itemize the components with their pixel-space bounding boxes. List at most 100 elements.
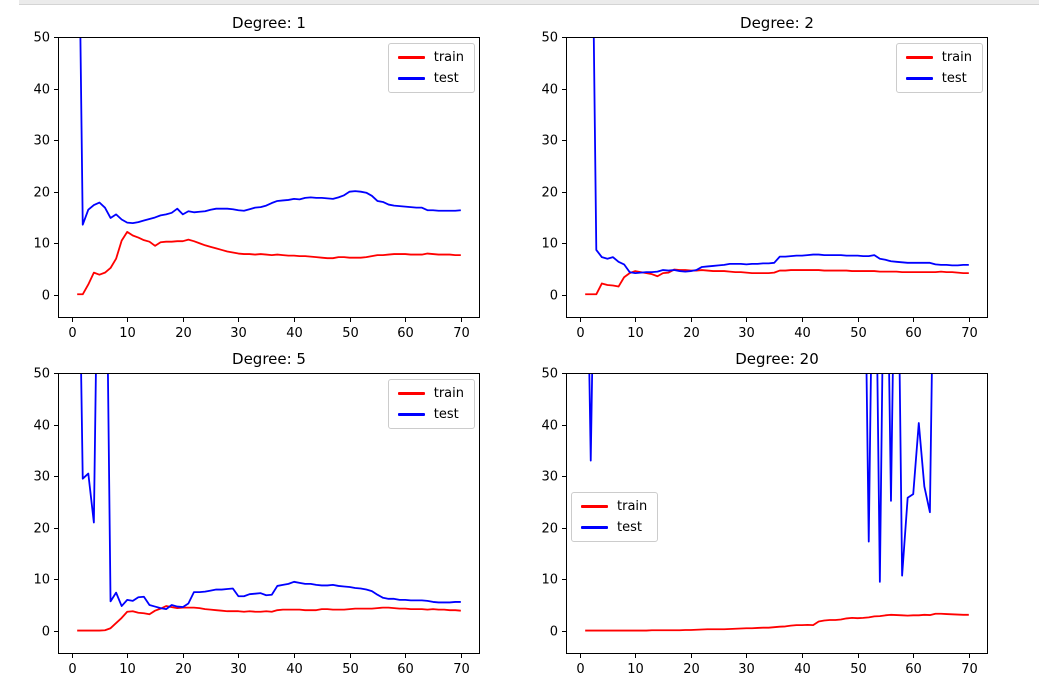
legend-entry-train: train [581,498,647,515]
y-tick-label: 20 [541,186,558,201]
x-tick-label: 70 [961,326,978,341]
x-tick-label: 10 [119,662,136,677]
x-tick-label: 50 [342,326,359,341]
legend-label-train: train [433,386,464,401]
y-tick-label: 0 [550,625,558,640]
subplot-degree-1: Degree: 1 0 10 20 30 40 50 60 70 0 10 20 30 40 50 tra… [13,10,493,346]
x-tick-label: 10 [627,326,644,341]
x-tick-label: 20 [175,326,192,341]
x-tick-label: 20 [683,662,700,677]
x-tick-label: 20 [175,662,192,677]
legend-label-test: test [433,71,459,86]
legend-label-test: test [941,71,967,86]
x-tick-label: 20 [683,326,700,341]
train-line-swatch [581,505,608,508]
axes-frame [566,37,988,318]
x-tick-label: 10 [119,326,136,341]
legend-entry-test: test [905,70,972,87]
y-tick-label: 50 [541,31,558,46]
test-line [79,37,461,226]
y-tick-label: 30 [541,470,558,485]
x-tick-label: 30 [738,662,755,677]
x-tick-label: 60 [397,326,414,341]
y-tick-label: 0 [42,289,50,304]
x-tick-label: 0 [576,662,584,677]
x-tick-label: 0 [68,326,76,341]
legend-entry-train: train [397,49,464,66]
x-tick-label: 0 [576,326,584,341]
x-tick-label: 50 [850,326,867,341]
axes-frame [58,37,480,318]
x-tick-label: 50 [342,662,359,677]
x-tick-label: 70 [453,662,470,677]
horizontal-scrollbar-strip[interactable] [19,0,1039,5]
y-tick-label: 0 [550,289,558,304]
y-tick-label: 50 [33,367,50,382]
x-tick-label: 30 [230,326,247,341]
x-tick-label: 60 [905,662,922,677]
x-tick-label: 70 [453,326,470,341]
y-tick-label: 10 [33,573,50,588]
legend-entry-train: train [905,49,972,66]
y-tick-label: 50 [541,367,558,382]
plot-title: Degree: 20 [735,350,819,368]
y-tick-label: 20 [33,522,50,537]
test-line-swatch [905,77,933,80]
x-tick-label: 60 [397,662,414,677]
x-tick-label: 10 [627,662,644,677]
legend: train test [387,43,475,93]
test-line [80,373,461,611]
y-tick-label: 20 [33,186,50,201]
legend-label-train: train [433,50,464,65]
legend-entry-test: test [397,70,464,87]
train-line [585,612,969,632]
x-tick-label: 70 [961,662,978,677]
legend-label-test: test [617,520,642,535]
legend: train test [387,379,475,429]
x-axis-ticks [580,654,970,658]
subplot-degree-5: Degree: 5 0 10 20 30 40 50 60 70 0 10 20 30 40 50 tra… [13,346,493,682]
x-tick-label: 40 [794,326,811,341]
y-tick-label: 10 [33,237,50,252]
x-axis-ticks [580,318,970,322]
y-tick-label: 0 [42,625,50,640]
x-tick-label: 50 [850,662,867,677]
y-tick-label: 10 [541,573,558,588]
train-line-swatch [905,56,933,59]
legend: train test [895,43,983,93]
legend: train test [571,492,659,542]
x-tick-label: 60 [905,326,922,341]
train-line-swatch [397,56,425,59]
y-tick-label: 40 [33,419,50,434]
x-tick-label: 30 [230,662,247,677]
y-axis-ticks [54,37,58,296]
test-line-swatch [397,413,425,416]
y-tick-label: 30 [541,134,558,149]
y-tick-label: 30 [33,134,50,149]
x-tick-label: 30 [738,326,755,341]
plot-title: Degree: 5 [232,350,306,368]
train-line [77,605,461,632]
y-tick-label: 40 [541,83,558,98]
x-tick-label: 40 [286,326,303,341]
x-tick-label: 40 [286,662,303,677]
plot-axes-degree-1: Degree: 1 0 10 20 30 40 50 60 70 0 10 20 30 40 50 [33,14,480,341]
y-tick-label: 20 [541,522,558,537]
y-axis-ticks [54,373,58,632]
test-line-swatch [397,77,425,80]
subplot-degree-20: Degree: 20 0 10 20 30 40 50 60 70 0 10 20 30 40 50 tr… [521,346,1001,682]
y-tick-label: 50 [33,31,50,46]
legend-label-train: train [941,50,972,65]
x-axis-ticks [72,654,462,658]
train-line-swatch [397,392,425,395]
plot-title: Degree: 2 [740,14,814,32]
x-axis-ticks [72,318,462,322]
x-tick-label: 0 [68,662,76,677]
train-line [585,268,969,296]
y-tick-label: 40 [33,83,50,98]
y-tick-label: 30 [33,470,50,485]
plot-axes-degree-20: Degree: 20 0 10 20 30 40 50 60 70 0 10 20 30 40 50 [541,350,988,677]
legend-entry-test: test [581,519,647,536]
y-tick-label: 10 [541,237,558,252]
